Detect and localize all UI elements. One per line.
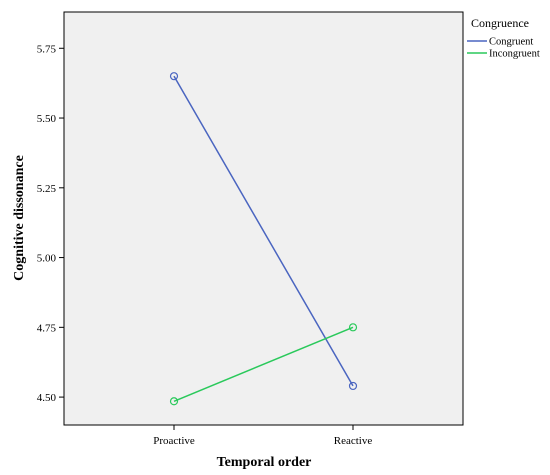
series-line-congruent bbox=[173, 75, 354, 387]
y-tick-label: 5.25 bbox=[37, 183, 57, 195]
y-axis: 4.50 4.75 5.00 5.25 5.50 5.75 bbox=[37, 43, 64, 404]
x-tick-label: Proactive bbox=[153, 435, 195, 447]
data-point-congruent bbox=[169, 72, 179, 81]
legend-title: Congruence bbox=[471, 16, 529, 30]
series-layer bbox=[169, 72, 358, 406]
x-tick-label: Reactive bbox=[334, 435, 373, 447]
y-tick-label: 5.50 bbox=[37, 113, 57, 125]
y-tick-label: 4.50 bbox=[37, 392, 57, 404]
legend-label-incongruent: Incongruent bbox=[489, 49, 540, 60]
plot-area bbox=[63, 11, 464, 426]
y-tick-label: 4.75 bbox=[37, 322, 57, 334]
legend-label-congruent: Congruent bbox=[489, 37, 533, 48]
x-axis-title: Temporal order bbox=[217, 455, 312, 470]
data-point-congruent bbox=[348, 381, 358, 391]
x-axis: Proactive Reactive bbox=[153, 425, 372, 447]
series-line-incongruent bbox=[173, 326, 354, 402]
data-point-incongruent bbox=[348, 323, 358, 332]
y-tick-label: 5.75 bbox=[37, 43, 57, 55]
y-axis-title: Cognitive dissonance bbox=[12, 155, 27, 281]
y-tick-label: 5.00 bbox=[37, 253, 57, 265]
data-point-incongruent bbox=[169, 397, 179, 406]
